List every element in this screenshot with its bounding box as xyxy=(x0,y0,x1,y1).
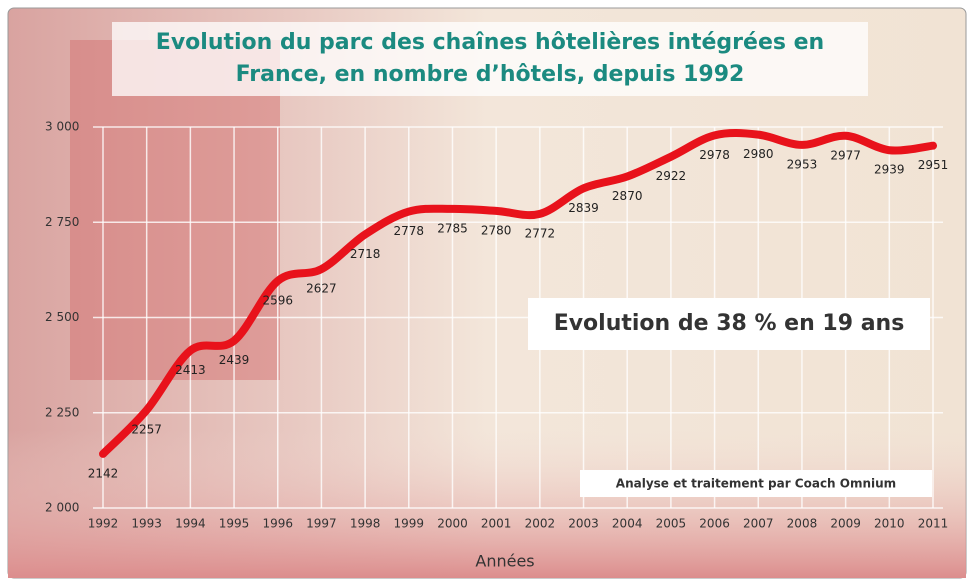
x-tick-label: 2000 xyxy=(437,517,468,531)
data-label: 2142 xyxy=(88,466,119,480)
x-tick-label: 1998 xyxy=(350,517,381,531)
data-label: 2257 xyxy=(131,423,162,437)
x-tick-label: 1995 xyxy=(219,517,250,531)
data-label: 2413 xyxy=(175,363,206,377)
data-label: 2953 xyxy=(787,157,818,171)
chart-title: Evolution du parc des chaînes hôtelières… xyxy=(156,30,824,55)
x-tick-label: 1992 xyxy=(88,517,119,531)
data-label: 2980 xyxy=(743,147,774,161)
y-tick-label: 3 000 xyxy=(45,120,79,134)
data-label: 2977 xyxy=(830,148,861,162)
x-tick-label: 2007 xyxy=(743,517,774,531)
chart: Evolution du parc des chaînes hôtelières… xyxy=(0,0,974,584)
x-tick-label: 2009 xyxy=(830,517,861,531)
x-tick-label: 1994 xyxy=(175,517,206,531)
data-label: 2922 xyxy=(656,169,687,183)
x-tick-label: 1993 xyxy=(131,517,162,531)
x-tick-label: 1997 xyxy=(306,517,337,531)
x-tick-label: 2010 xyxy=(874,517,905,531)
data-label: 2780 xyxy=(481,223,512,237)
data-label: 2939 xyxy=(874,163,905,177)
x-axis-label: Années xyxy=(475,552,534,571)
x-tick-label: 2003 xyxy=(568,517,599,531)
x-tick-label: 2011 xyxy=(918,517,949,531)
source-note: Analyse et traitement par Coach Omnium xyxy=(616,477,896,491)
x-tick-label: 2004 xyxy=(612,517,643,531)
data-label: 2951 xyxy=(918,158,949,172)
y-tick-label: 2 750 xyxy=(45,215,79,229)
y-tick-label: 2 500 xyxy=(45,310,79,324)
data-label: 2839 xyxy=(568,201,599,215)
x-tick-label: 2002 xyxy=(525,517,556,531)
data-label: 2627 xyxy=(306,282,337,296)
data-label: 2596 xyxy=(262,293,293,307)
data-label: 2718 xyxy=(350,247,381,261)
y-tick-label: 2 250 xyxy=(45,405,79,419)
x-tick-label: 2005 xyxy=(656,517,687,531)
x-tick-label: 2001 xyxy=(481,517,512,531)
chart-title: France, en nombre d’hôtels, depuis 1992 xyxy=(236,62,745,87)
data-label: 2439 xyxy=(219,353,250,367)
data-label: 2978 xyxy=(699,148,730,162)
x-tick-label: 1999 xyxy=(394,517,425,531)
data-label: 2870 xyxy=(612,189,643,203)
data-label: 2778 xyxy=(394,224,425,238)
x-tick-label: 1996 xyxy=(262,517,293,531)
data-label: 2785 xyxy=(437,221,468,235)
x-tick-label: 2008 xyxy=(787,517,818,531)
annotation: Evolution de 38 % en 19 ans xyxy=(554,311,905,336)
x-tick-label: 2006 xyxy=(699,517,730,531)
y-tick-label: 2 000 xyxy=(45,501,79,515)
data-label: 2772 xyxy=(525,226,556,240)
